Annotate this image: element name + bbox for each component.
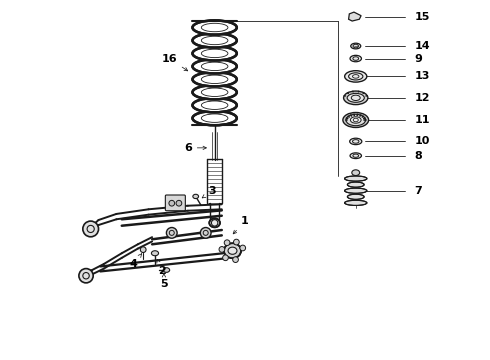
Ellipse shape <box>347 194 364 199</box>
Text: 5: 5 <box>160 274 168 289</box>
Circle shape <box>224 240 230 246</box>
Ellipse shape <box>193 98 237 112</box>
Text: 2: 2 <box>157 259 166 276</box>
Text: 7: 7 <box>415 186 422 196</box>
Circle shape <box>240 245 245 251</box>
Text: 15: 15 <box>415 13 430 22</box>
Ellipse shape <box>228 247 237 254</box>
Ellipse shape <box>344 200 367 206</box>
Ellipse shape <box>344 176 367 181</box>
Circle shape <box>167 228 177 238</box>
Text: 4: 4 <box>129 254 142 269</box>
Text: 8: 8 <box>415 151 422 161</box>
Text: 1: 1 <box>233 216 249 234</box>
Ellipse shape <box>343 91 368 105</box>
Ellipse shape <box>350 117 361 123</box>
Ellipse shape <box>352 170 360 176</box>
Ellipse shape <box>350 138 362 145</box>
Ellipse shape <box>344 71 367 82</box>
Ellipse shape <box>346 114 366 126</box>
Ellipse shape <box>193 194 198 199</box>
Ellipse shape <box>193 111 237 125</box>
Text: 13: 13 <box>415 71 430 81</box>
FancyBboxPatch shape <box>165 195 185 211</box>
Text: 9: 9 <box>415 54 422 64</box>
Text: 3: 3 <box>202 186 216 198</box>
Ellipse shape <box>350 153 362 158</box>
Ellipse shape <box>193 46 237 60</box>
Text: 6: 6 <box>184 143 206 153</box>
Ellipse shape <box>344 188 367 193</box>
Ellipse shape <box>350 55 362 62</box>
Ellipse shape <box>347 182 364 187</box>
Circle shape <box>222 255 228 261</box>
Ellipse shape <box>224 243 241 258</box>
Circle shape <box>200 228 211 238</box>
Circle shape <box>233 257 239 262</box>
Text: 14: 14 <box>415 41 430 51</box>
Circle shape <box>169 201 174 206</box>
Circle shape <box>83 221 98 237</box>
Polygon shape <box>348 12 361 21</box>
Text: 11: 11 <box>415 115 430 125</box>
Text: 12: 12 <box>415 93 430 103</box>
Ellipse shape <box>163 268 170 273</box>
Ellipse shape <box>151 251 159 256</box>
Ellipse shape <box>193 59 237 73</box>
Ellipse shape <box>351 43 361 49</box>
Ellipse shape <box>209 219 220 227</box>
Text: 16: 16 <box>162 54 188 71</box>
Circle shape <box>219 247 225 252</box>
Ellipse shape <box>193 33 237 48</box>
Circle shape <box>140 247 146 252</box>
Circle shape <box>176 201 182 206</box>
Circle shape <box>234 239 239 245</box>
Circle shape <box>79 269 93 283</box>
Ellipse shape <box>343 112 368 127</box>
Text: 10: 10 <box>415 136 430 147</box>
Ellipse shape <box>347 93 364 102</box>
Ellipse shape <box>193 85 237 99</box>
Ellipse shape <box>193 72 237 86</box>
Ellipse shape <box>193 21 237 35</box>
